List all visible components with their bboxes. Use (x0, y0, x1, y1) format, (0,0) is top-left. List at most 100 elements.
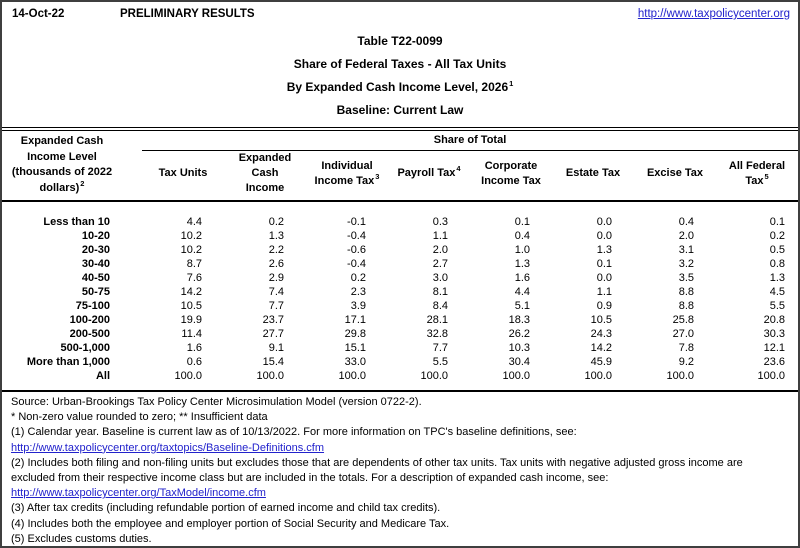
note-line: * Non-zero value rounded to zero; ** Ins… (11, 411, 268, 424)
cell-value: -0.6 (347, 244, 366, 256)
cell-value: 0.1 (596, 258, 612, 270)
cell-value: 3.1 (678, 244, 694, 256)
note-line: (4) Includes both the employee and emplo… (11, 517, 450, 530)
cell-value: 2.0 (432, 244, 448, 256)
stub-column-header: Expanded Cash Income Level (thousands of 2… (2, 127, 142, 202)
note-line: (2) Includes both filing and non-filing … (11, 456, 743, 485)
cell-value: 100.0 (224, 369, 306, 392)
taxpolicycenter-link[interactable]: http://www.taxpolicycenter.org (637, 8, 790, 20)
cell-value: -0.1 (347, 216, 366, 228)
cell-value: 8.8 (678, 300, 694, 312)
cell-value: 100.0 (388, 369, 470, 392)
cell-value: 18.3 (508, 314, 530, 326)
column-header: All Federal Tax5 (716, 150, 798, 202)
cell-value: 5.1 (514, 300, 530, 312)
column-header: Individual Income Tax3 (306, 150, 388, 202)
table-row: 50-75 14.2 7.4 2.3 8.1 4.4 1.1 8.8 4.5 (2, 285, 798, 299)
cell-value: 0.2 (268, 216, 284, 228)
cell-value: 30.3 (763, 328, 785, 340)
cell-value: 3.5 (678, 272, 694, 284)
cell-value: 100.0 (306, 369, 388, 392)
cell-value: 45.9 (590, 356, 612, 368)
cell-value: 9.1 (268, 342, 284, 354)
cell-value: 10.2 (180, 230, 202, 242)
cell-value: 9.2 (678, 356, 694, 368)
cell-value: 15.4 (262, 356, 284, 368)
cell-value: 0.4 (514, 230, 530, 242)
cell-value: 8.4 (432, 300, 448, 312)
cell-value: 1.1 (432, 230, 448, 242)
table-number: Table T22-0099 (357, 34, 443, 48)
cell-value: 3.2 (678, 258, 694, 270)
cell-value: 10.5 (180, 300, 202, 312)
cell-value: 25.8 (672, 314, 694, 326)
row-label: More than 1,000 (26, 356, 110, 368)
note-line: http://www.taxpolicycenter.org/taxtopics… (11, 441, 789, 456)
column-header: Estate Tax (552, 150, 634, 202)
cell-value: 10.3 (508, 342, 530, 354)
column-header: Corporate Income Tax (470, 150, 552, 202)
table-row: 75-100 10.5 7.7 3.9 8.4 5.1 0.9 8.8 5.5 (2, 299, 798, 313)
cell-value: 0.2 (350, 272, 366, 284)
note-line: Source: Urban-Brookings Tax Policy Cente… (11, 396, 422, 408)
row-label: 20-30 (81, 244, 110, 256)
table-body: Less than 10 4.4 0.2 -0.1 0.3 0.1 0.0 0.4 0.1 10-… (2, 201, 798, 392)
cell-value: 100.0 (716, 369, 798, 392)
cell-value: 28.1 (426, 314, 448, 326)
footnote-ref-1: 1 (509, 79, 514, 88)
cell-value: 0.2 (769, 230, 785, 242)
cell-value: 1.3 (596, 244, 612, 256)
cell-value: 8.8 (678, 286, 694, 298)
table-row: 200-500 11.4 27.7 29.8 32.8 26.2 24.3 27.0 30.3 (2, 327, 798, 341)
cell-value: 24.3 (590, 328, 612, 340)
cell-value: 0.9 (596, 300, 612, 312)
row-label: 500-1,000 (60, 342, 110, 354)
table-row: 500-1,000 1.6 9.1 15.1 7.7 10.3 14.2 7.8 12.1 (2, 341, 798, 355)
note-link[interactable]: http://www.taxpolicycenter.org/taxtopics… (11, 441, 325, 454)
cell-value: 1.6 (186, 342, 202, 354)
cell-value: 100.0 (634, 369, 716, 392)
cell-value: 5.5 (769, 300, 785, 312)
cell-value: 2.6 (268, 258, 284, 270)
note-link[interactable]: http://www.taxpolicycenter.org/TaxModel/… (11, 487, 266, 500)
cell-value: 3.0 (432, 272, 448, 284)
cell-value: 2.0 (678, 230, 694, 242)
cell-value: 8.7 (186, 258, 202, 270)
column-header: Excise Tax (634, 150, 716, 202)
note-line: (1) Calendar year. Baseline is current l… (11, 426, 577, 439)
cell-value: 1.0 (514, 244, 530, 256)
table-row: Less than 10 4.4 0.2 -0.1 0.3 0.1 0.0 0.4 0.1 (2, 201, 798, 229)
cell-value: 4.4 (514, 286, 530, 298)
note-line: (3) After tax credits (including refunda… (11, 502, 441, 515)
page-top-bar: 14-Oct-22 PRELIMINARY RESULTS http://www… (2, 2, 798, 21)
cell-value: 1.3 (268, 230, 284, 242)
cell-value: 0.0 (596, 272, 612, 284)
table-row: 10-20 10.2 1.3 -0.4 1.1 0.4 0.0 2.0 0.2 (2, 229, 798, 243)
cell-value: 20.8 (763, 314, 785, 326)
note-line: http://www.taxpolicycenter.org/TaxModel/… (11, 486, 789, 501)
row-label: 40-50 (81, 272, 110, 284)
cell-value: 23.6 (763, 356, 785, 368)
row-label: All (2, 369, 142, 392)
cell-value: 7.7 (432, 342, 448, 354)
cell-value: 7.7 (268, 300, 284, 312)
cell-value: 29.8 (344, 328, 366, 340)
row-label: Less than 10 (43, 216, 110, 228)
cell-value: 8.1 (432, 286, 448, 298)
table-row: All 100.0 100.0 100.0 100.0 100.0 100.0 100.0 10… (2, 369, 798, 392)
table-row: 40-50 7.6 2.9 0.2 3.0 1.6 0.0 3.5 1.3 (2, 271, 798, 285)
cell-value: 1.1 (596, 286, 612, 298)
group-header-share-of-total: Share of Total (142, 127, 798, 151)
column-header: Tax Units (142, 150, 224, 202)
cell-value: 100.0 (552, 369, 634, 392)
preliminary-results-label: PRELIMINARY RESULTS (120, 8, 255, 20)
table-subtitle-text: By Expanded Cash Income Level, 2026 (286, 80, 509, 94)
cell-value: 30.4 (508, 356, 530, 368)
cell-value: 4.4 (186, 216, 202, 228)
table-header: Expanded Cash Income Level (thousands of 2… (2, 127, 798, 202)
table-row: 20-30 10.2 2.2 -0.6 2.0 1.0 1.3 3.1 0.5 (2, 243, 798, 257)
cell-value: 11.4 (181, 328, 202, 340)
cell-value: 33.0 (344, 356, 366, 368)
cell-value: 0.3 (432, 216, 448, 228)
